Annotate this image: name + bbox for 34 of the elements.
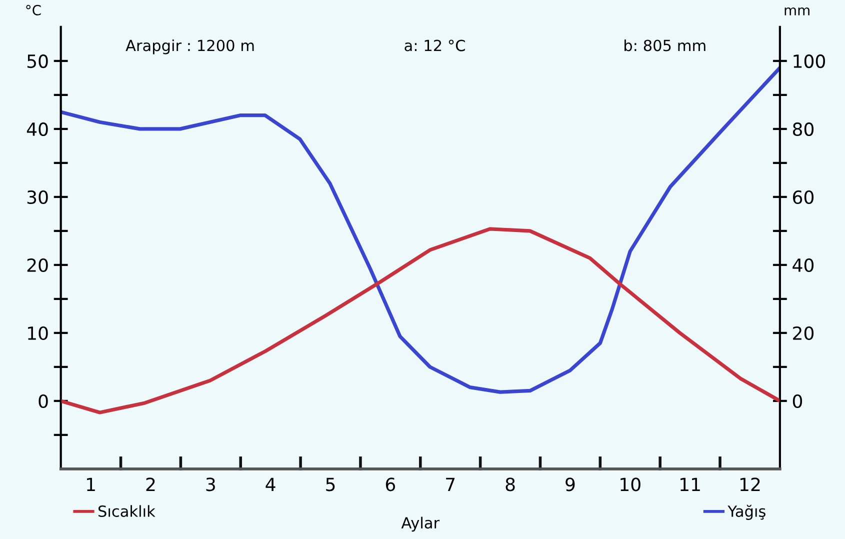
x-tick-label: 8: [506, 478, 515, 492]
line-series: [60, 66, 780, 394]
x-tick-label: 7: [446, 478, 455, 491]
annotation: b: 805 mm: [624, 39, 706, 52]
y2-tick-label: 0: [792, 394, 802, 408]
x-tick-label: 12: [740, 478, 760, 491]
x-tick-label: 4: [266, 478, 276, 491]
line-series: [60, 227, 780, 414]
y-tick-label: 0: [38, 394, 48, 408]
y2-axis-title: mm: [784, 7, 810, 16]
y2-tick-label: 60: [793, 190, 814, 204]
y-tick-label: 30: [27, 190, 48, 204]
x-tick-label: 3: [206, 478, 215, 492]
x-tick-label: 10: [620, 478, 640, 492]
x-axis-title: Aylar: [401, 516, 440, 532]
legend-label: Sıcaklık: [98, 505, 156, 517]
y-tick-label: 20: [27, 258, 48, 272]
y-tick-label: 50: [27, 54, 48, 68]
y2-tick-label: 100: [794, 54, 826, 68]
legend-label: Yağış: [728, 504, 766, 520]
annotation: Arapgir : 1200 m: [126, 39, 254, 54]
annotation: a: 12 °C: [404, 40, 465, 52]
x-tick-label: 5: [326, 478, 335, 492]
x-tick-label: 2: [146, 478, 155, 491]
x-tick-label: 1: [87, 478, 95, 491]
y2-tick-label: 20: [793, 326, 814, 340]
y-tick-label: 40: [26, 122, 48, 136]
x-tick-label: 9: [566, 478, 575, 492]
x-tick-label: 6: [386, 478, 396, 492]
y2-tick-label: 40: [792, 258, 814, 272]
y-axis-title: °C: [26, 4, 41, 16]
y-tick-label: 10: [28, 326, 48, 340]
y2-tick-label: 80: [792, 122, 814, 136]
x-tick-label: 11: [680, 478, 700, 491]
